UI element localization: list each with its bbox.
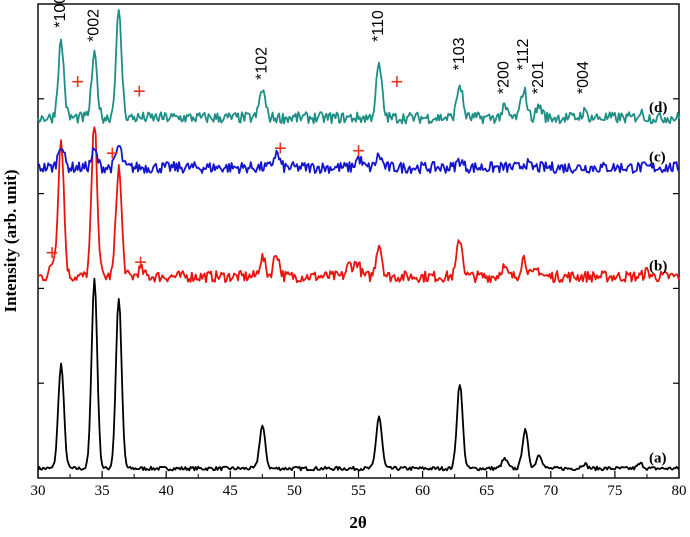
x-tick-label-55: 55 xyxy=(351,483,366,499)
peak-label-9: *004 xyxy=(575,61,592,94)
series-line-c xyxy=(37,144,680,175)
peak-label-8: *201 xyxy=(530,61,547,94)
peak-label-7: *112 xyxy=(515,39,532,71)
peak-label-0: *100 xyxy=(52,0,69,28)
series-label-c: (c) xyxy=(649,150,666,166)
series-line-d xyxy=(37,9,680,125)
x-axis-title: 2θ xyxy=(349,513,367,532)
annotation-layer: *100*002*101*102*110*103*200*112*201*004 xyxy=(52,0,592,94)
peak-label-4: *110 xyxy=(370,10,387,42)
impurity-marker-6: + xyxy=(46,240,59,265)
x-tick-label-50: 50 xyxy=(287,483,302,499)
impurity-marker-2: + xyxy=(391,69,404,94)
x-tick-label-40: 40 xyxy=(159,483,174,499)
series-label-d: (d) xyxy=(649,100,667,116)
marker-layer: + + + + + + + + xyxy=(46,69,404,274)
impurity-marker-7: + xyxy=(134,249,147,274)
impurity-marker-1: + xyxy=(133,79,146,104)
impurity-marker-3: + xyxy=(274,136,287,161)
x-tick-label-80: 80 xyxy=(672,483,687,499)
peak-label-5: *103 xyxy=(451,37,468,70)
x-tick-label-65: 65 xyxy=(479,483,494,499)
series-line-a xyxy=(37,277,680,472)
impurity-marker-0: + xyxy=(71,69,84,94)
impurity-marker-4: + xyxy=(352,138,365,163)
x-tick-label-35: 35 xyxy=(95,483,110,499)
x-tick-label-60: 60 xyxy=(415,483,430,499)
peak-label-6: *200 xyxy=(496,61,513,94)
x-tick-label-75: 75 xyxy=(607,483,622,499)
y-axis-title: Intensity (arb. unit) xyxy=(1,169,20,312)
peak-label-1: *002 xyxy=(85,9,102,42)
x-tick-label-70: 70 xyxy=(543,483,558,499)
series-layer: (a) (b) (c) (d) xyxy=(37,9,680,472)
impurity-marker-5: + xyxy=(106,140,119,165)
series-label-b: (b) xyxy=(649,259,667,275)
x-tick-label-30: 30 xyxy=(31,483,46,499)
series-label-a: (a) xyxy=(649,451,667,467)
x-tick-label-45: 45 xyxy=(223,483,238,499)
peak-label-3: *102 xyxy=(253,47,270,80)
series-line-b xyxy=(37,126,680,284)
axis-layer: 30 35 40 45 50 55 60 65 70 75 80 xyxy=(31,98,687,499)
